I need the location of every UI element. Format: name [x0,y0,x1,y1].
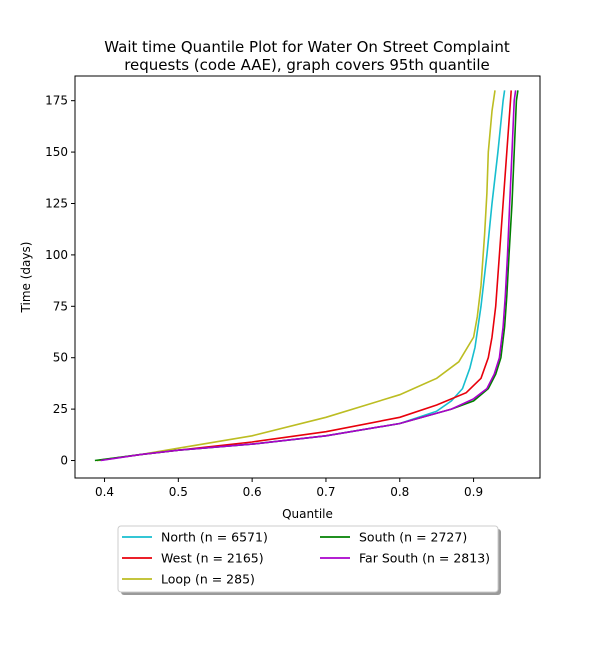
x-tick-label: 0.6 [243,485,262,499]
y-tick-label: 50 [53,351,68,365]
x-tick-label: 0.5 [169,485,188,499]
y-tick-label: 175 [45,94,68,108]
y-tick-label: 0 [60,454,68,468]
series-line [96,90,512,462]
legend-box [117,525,499,593]
legend-entry: West (n = 2165) [161,551,264,566]
y-axis: 0 25 50 75 100 125 150 175 [45,94,75,468]
y-tick-label: 25 [53,402,68,416]
series-line [100,90,517,462]
legend: North (n = 6571) West (n = 2165) Loop (n =… [117,525,501,595]
legend-entry: South (n = 2727) [359,530,467,545]
x-tick-label: 0.8 [390,485,409,499]
x-tick-label: 0.9 [464,485,483,499]
x-tick-label: 0.4 [95,485,114,499]
legend-entry: Far South (n = 2813) [359,551,490,566]
chart-title-line: Wait time Quantile Plot for Water On Str… [104,38,510,56]
y-tick-label: 75 [53,299,68,313]
x-axis-label: Quantile [282,507,333,521]
series-line [96,90,496,462]
y-axis-label: Time (days) [19,242,33,314]
legend-entry: North (n = 6571) [161,530,268,545]
plot-frame [74,75,541,479]
plot-area [74,75,541,479]
x-axis: 0.4 0.5 0.6 0.7 0.8 0.9 [95,478,483,499]
chart-title-line: requests (code AAE), graph covers 95th q… [124,56,490,74]
x-tick-label: 0.7 [316,485,335,499]
y-tick-label: 100 [45,248,68,262]
chart-title: Wait time Quantile Plot for Water On Str… [104,38,510,74]
y-tick-label: 125 [45,196,68,210]
y-tick-label: 150 [45,145,68,159]
legend-entry: Loop (n = 285) [161,572,255,587]
